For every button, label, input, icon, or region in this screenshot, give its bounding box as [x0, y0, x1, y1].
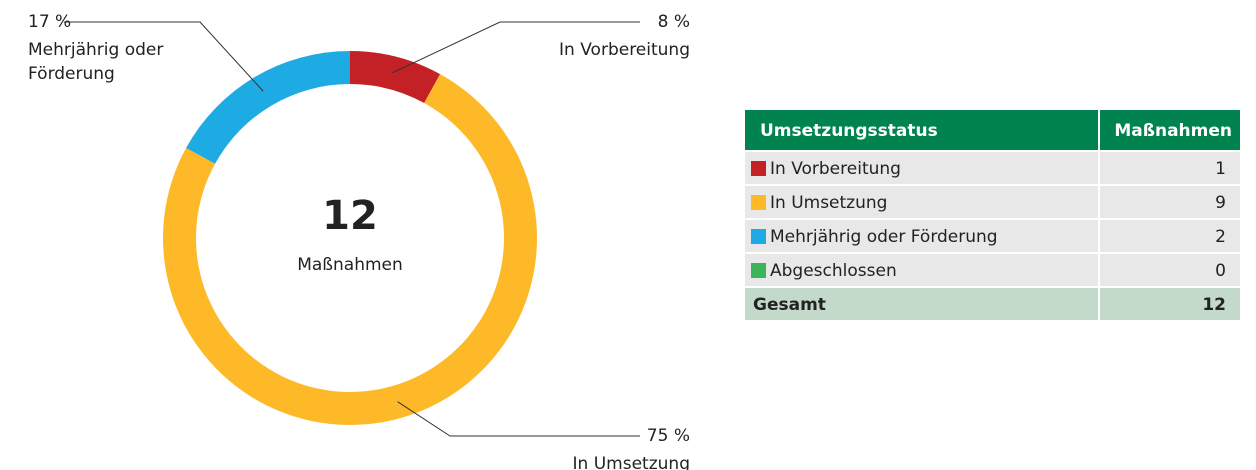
total-value: 12 — [1202, 295, 1226, 315]
donut-chart: 8 % In Vorbereitung 75 % In Umsetzung 17 % Me… — [28, 12, 690, 470]
row-label: Mehrjährig oder Förderung — [770, 227, 998, 247]
header-cell — [745, 110, 1098, 150]
row-cell — [745, 152, 1098, 184]
row-label: In Vorbereitung — [770, 159, 901, 179]
center-total: 12 — [322, 193, 378, 239]
row-value: 0 — [1215, 261, 1226, 281]
value-label: 8 % — [658, 12, 690, 32]
row-cell — [745, 254, 1098, 286]
category-label: In Umsetzung — [573, 454, 690, 470]
header-text: Umsetzungsstatus — [760, 121, 938, 141]
row-cell — [1100, 152, 1240, 184]
row-cell — [1100, 186, 1240, 218]
header-text: Maßnahmen — [1114, 121, 1232, 141]
status-swatch — [751, 195, 766, 210]
value-label: 17 % — [28, 12, 71, 32]
row-cell — [1100, 220, 1240, 252]
row-cell — [1100, 254, 1240, 286]
row-cell — [745, 186, 1098, 218]
leader-line — [392, 21, 640, 74]
row-label: In Umsetzung — [770, 193, 887, 213]
header-cell — [1100, 110, 1240, 150]
row-value: 1 — [1215, 159, 1226, 179]
category-label: Mehrjährig oder Förderung — [28, 40, 163, 84]
total-label: Gesamt — [753, 295, 826, 315]
row-cell — [745, 220, 1098, 252]
row-value: 9 — [1215, 193, 1226, 213]
total-cell — [1100, 288, 1240, 320]
row-label: Abgeschlossen — [770, 261, 897, 281]
category-label: In Vorbereitung — [559, 40, 690, 60]
status-swatch — [751, 263, 766, 278]
table: Umsetzungsstatus Maßnahmen In Vorbereitu… — [745, 110, 1240, 320]
donut-slice — [350, 51, 441, 104]
value-label: 75 % — [647, 426, 690, 446]
total-cell — [745, 288, 1098, 320]
status-swatch — [751, 229, 766, 244]
center-label: Maßnahmen — [297, 255, 403, 275]
donut-slice — [186, 51, 350, 164]
leader-line — [64, 21, 264, 92]
leader-line — [397, 401, 640, 437]
status-swatch — [751, 161, 766, 176]
row-value: 2 — [1215, 227, 1226, 247]
